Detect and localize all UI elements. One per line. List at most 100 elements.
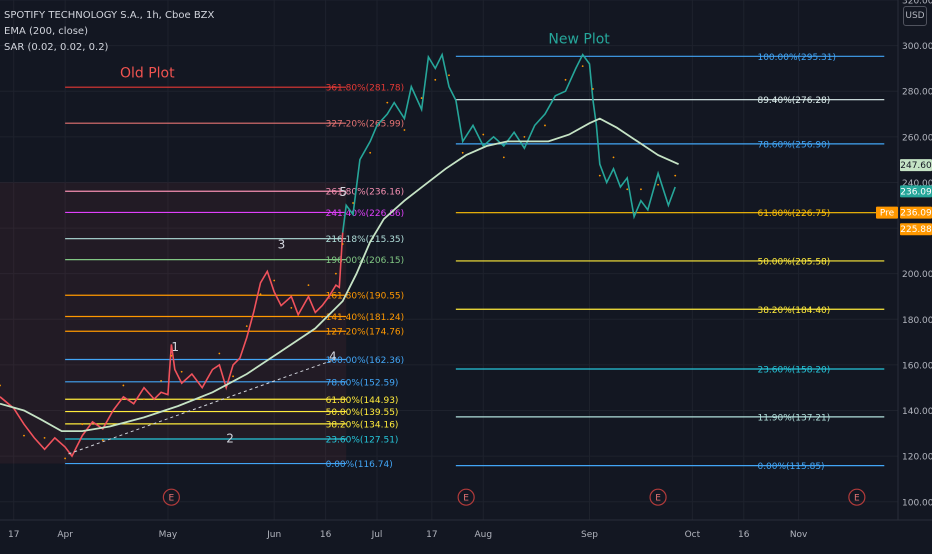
symbol-title[interactable]: SPOTIFY TECHNOLOGY S.A., 1h, Cboe BZX — [4, 10, 215, 21]
fib-label-old: 216.18%(215.35) — [326, 235, 405, 245]
ema-indicator-label[interactable]: EMA (200, close) — [4, 26, 88, 37]
shaded-zone — [0, 182, 347, 464]
trendline — [68, 359, 333, 455]
price-tag-label: 236.09 — [900, 209, 932, 219]
x-tick-label: Aug — [474, 530, 492, 540]
sar-dot — [657, 183, 659, 186]
earnings-label: E — [463, 494, 469, 504]
sar-indicator-label[interactable]: SAR (0.02, 0.02, 0.2) — [4, 42, 109, 53]
x-tick-label: Jul — [371, 530, 383, 540]
fib-label-old: 127.20%(174.76) — [326, 328, 405, 338]
x-tick-label: May — [159, 530, 178, 540]
y-tick-label: 160.00 — [902, 361, 932, 371]
sar-dot — [43, 436, 46, 439]
x-tick-label: 16 — [738, 530, 750, 540]
sar-dot — [386, 101, 389, 104]
fib-label-new: 38.20%(184.40) — [757, 306, 830, 316]
new-plot-label: New Plot — [548, 31, 610, 47]
fib-label-old: 327.20%(265.99) — [326, 120, 405, 130]
old-plot-label: Old Plot — [120, 66, 175, 82]
earnings-marker[interactable] — [457, 488, 475, 506]
sar-dot — [523, 135, 526, 138]
y-tick-label: 300.00 — [902, 42, 932, 52]
sar-dot — [581, 65, 584, 68]
price-line-down — [0, 232, 344, 458]
y-tick-label: 200.00 — [902, 270, 932, 280]
annotations: Old Plot New Plot 1 2 3 4 5 E E E E — [68, 31, 866, 506]
fib-label-new: 89.40%(276.28) — [757, 96, 830, 106]
fib-label-old: 141.40%(181.24) — [326, 313, 405, 323]
price-tag-label: Pre — [880, 209, 895, 219]
price-line-up — [341, 52, 676, 233]
x-tick-label: Apr — [57, 530, 73, 540]
sar-dot — [259, 293, 262, 296]
x-tick-label: Nov — [790, 530, 808, 540]
sar-dot — [64, 457, 67, 460]
fib-label-new: 23.60%(158.20) — [757, 366, 830, 376]
earnings-label: E — [854, 494, 860, 504]
sar-dot — [674, 174, 677, 177]
sar-dot — [502, 156, 505, 159]
sar-dot — [0, 384, 1, 387]
sar-dot — [544, 124, 546, 127]
price-tag — [900, 185, 932, 198]
sar-dot — [170, 354, 173, 357]
fib-label-old: 100.00%(162.36) — [326, 356, 405, 366]
sar-dot — [434, 78, 437, 81]
sar-dot — [403, 129, 406, 131]
sar-dot — [352, 202, 354, 204]
fib-label-old: 161.80%(190.55) — [326, 292, 405, 302]
fib-label-old: 196.00%(206.15) — [326, 256, 405, 266]
price-tag — [900, 206, 932, 219]
wave-label: 3 — [278, 238, 286, 252]
fib-label-new: 0.00%(115.85) — [757, 462, 824, 472]
sar-dot — [612, 156, 615, 159]
fib-label-old: 241.40%(226.86) — [326, 209, 405, 219]
background-zones — [0, 182, 347, 464]
wave-label: 5 — [339, 185, 347, 199]
fibonacci-levels: 0.00%(116.74) 23.60%(127.51) 38.20%(134.16… — [65, 53, 885, 472]
sar-dot — [482, 133, 485, 136]
fib-label-old: 50.00%(139.55) — [326, 408, 399, 418]
sar-dot — [273, 279, 276, 282]
y-tick-label: 140.00 — [902, 407, 932, 417]
sar-dot — [143, 398, 145, 401]
currency-button[interactable]: USD — [903, 6, 927, 26]
earnings-marker[interactable] — [162, 488, 180, 506]
sar-dot — [180, 370, 183, 373]
wave-label: 1 — [171, 340, 179, 354]
price-tag-label: 225.88 — [900, 225, 932, 235]
axes: 100.00120.00140.00160.00180.00200.00220.… — [0, 0, 932, 540]
sar-dot — [321, 316, 324, 318]
indicator-legend: SPOTIFY TECHNOLOGY S.A., 1h, Cboe BZX EM… — [4, 8, 214, 56]
earnings-marker[interactable] — [848, 488, 866, 506]
price-tag — [900, 159, 932, 172]
sar-dot — [334, 272, 337, 275]
fib-label-old: 61.80%(144.93) — [326, 396, 399, 406]
fib-label-new: 78.60%(256.90) — [757, 140, 830, 150]
wave-label: 4 — [329, 349, 337, 363]
x-tick-label: Sep — [581, 530, 598, 540]
y-tick-label: 180.00 — [902, 316, 932, 326]
price-tag-label: 247.60 — [900, 161, 932, 171]
x-tick-label: 17 — [8, 530, 19, 540]
price-tag — [876, 206, 898, 219]
sar-dot — [81, 423, 84, 426]
y-tick-label: 280.00 — [902, 88, 932, 98]
fib-label-new: 11.90%(137.21) — [757, 413, 830, 423]
earnings-label: E — [655, 494, 661, 504]
price-tag-label: 236.09 — [900, 187, 932, 197]
sar-dot — [218, 352, 221, 355]
y-tick-label: 320.00 — [902, 0, 932, 7]
fib-label-new: 61.80%(226.75) — [757, 209, 830, 219]
earnings-marker[interactable] — [649, 488, 667, 506]
fib-label-new: 100.00%(295.31) — [757, 53, 836, 63]
sar-dot — [598, 174, 601, 177]
y-tick-label: 120.00 — [902, 453, 932, 463]
sar-dot — [307, 284, 310, 286]
fib-label-old: 261.80%(236.16) — [326, 188, 405, 198]
y-tick-label: 260.00 — [902, 133, 932, 143]
sar-dot — [201, 398, 204, 401]
